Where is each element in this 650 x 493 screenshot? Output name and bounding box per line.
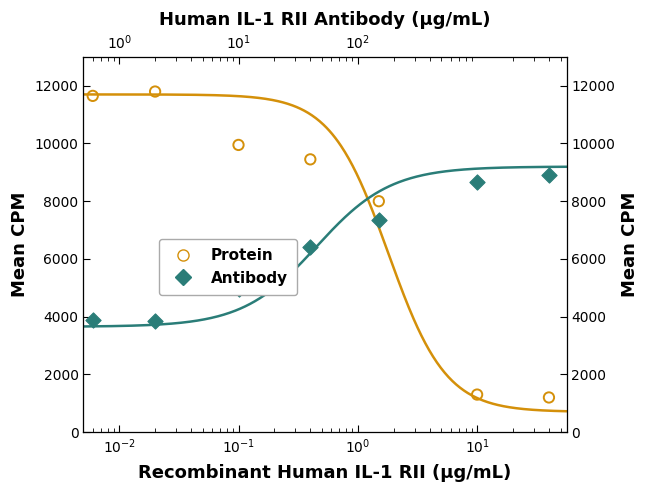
Protein bbox=[472, 390, 482, 398]
Y-axis label: Mean CPM: Mean CPM bbox=[621, 192, 639, 297]
Antibody bbox=[544, 171, 554, 179]
Antibody bbox=[305, 244, 315, 251]
Antibody bbox=[472, 178, 482, 186]
Y-axis label: Mean CPM: Mean CPM bbox=[11, 192, 29, 297]
Antibody bbox=[233, 285, 244, 293]
Protein bbox=[88, 92, 98, 100]
Protein bbox=[150, 88, 161, 96]
Legend: Protein, Antibody: Protein, Antibody bbox=[159, 239, 297, 295]
Protein bbox=[305, 155, 315, 163]
Protein bbox=[544, 393, 554, 401]
X-axis label: Recombinant Human IL-1 RII (μg/mL): Recombinant Human IL-1 RII (μg/mL) bbox=[138, 464, 512, 482]
Antibody bbox=[374, 216, 384, 224]
Protein bbox=[374, 197, 384, 205]
Antibody bbox=[88, 317, 98, 324]
Protein bbox=[233, 141, 244, 149]
X-axis label: Human IL-1 RII Antibody (μg/mL): Human IL-1 RII Antibody (μg/mL) bbox=[159, 11, 491, 29]
Antibody bbox=[150, 317, 161, 325]
